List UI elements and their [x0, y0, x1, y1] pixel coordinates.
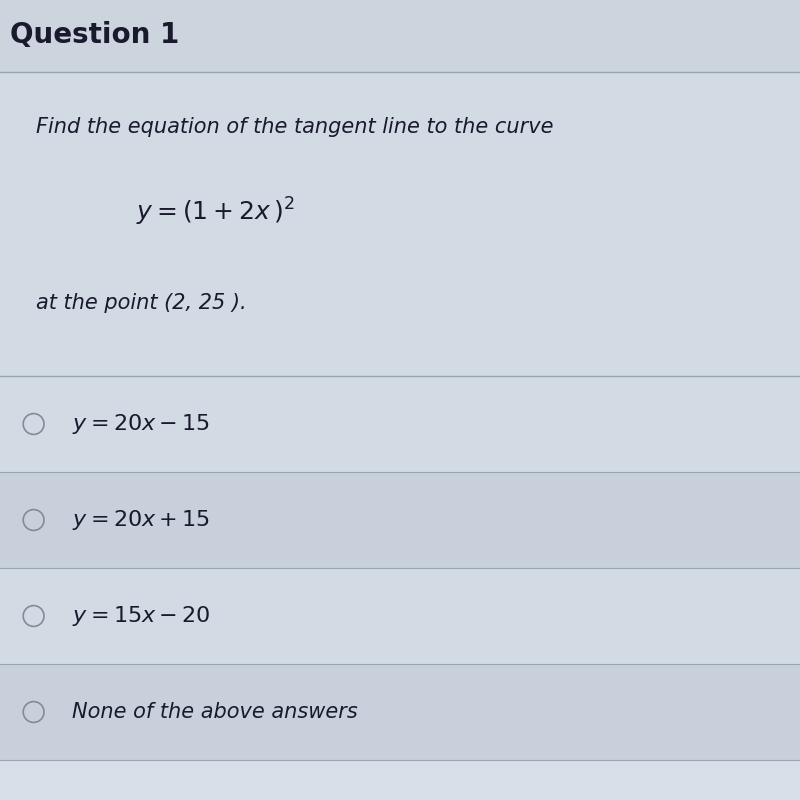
Text: Question 1: Question 1 [10, 21, 179, 49]
Text: None of the above answers: None of the above answers [72, 702, 358, 722]
Bar [0, 664, 800, 760]
Bar [0, 0, 800, 72]
Text: $y = 20x + 15$: $y = 20x + 15$ [72, 508, 210, 532]
Bar [0, 472, 800, 568]
Text: $y = (1 + 2x\,)^{2}$: $y = (1 + 2x\,)^{2}$ [136, 196, 294, 228]
Text: Find the equation of the tangent line to the curve: Find the equation of the tangent line to… [36, 117, 554, 137]
Text: $y = 20x - 15$: $y = 20x - 15$ [72, 412, 210, 436]
Bar [0, 72, 800, 376]
Text: at the point (2, 25 ).: at the point (2, 25 ). [36, 293, 246, 313]
Bar [0, 376, 800, 472]
Bar [0, 568, 800, 664]
Text: $y = 15x - 20$: $y = 15x - 20$ [72, 604, 210, 628]
